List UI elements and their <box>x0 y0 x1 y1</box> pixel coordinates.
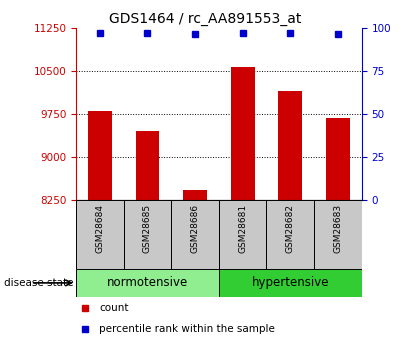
Bar <box>76 200 124 269</box>
Text: GSM28681: GSM28681 <box>238 204 247 253</box>
Bar <box>231 67 254 200</box>
Bar <box>266 200 314 269</box>
Bar <box>76 269 219 297</box>
Text: hypertensive: hypertensive <box>252 276 329 289</box>
Text: GSM28685: GSM28685 <box>143 204 152 253</box>
Bar <box>326 118 350 200</box>
Bar <box>219 269 362 297</box>
Text: percentile rank within the sample: percentile rank within the sample <box>99 324 275 334</box>
Bar <box>278 91 302 200</box>
Text: normotensive: normotensive <box>107 276 188 289</box>
Bar <box>314 200 362 269</box>
Bar <box>124 200 171 269</box>
Bar <box>171 200 219 269</box>
Text: GSM28683: GSM28683 <box>333 204 342 253</box>
Text: GDS1464 / rc_AA891553_at: GDS1464 / rc_AA891553_at <box>109 12 302 26</box>
Bar <box>219 200 266 269</box>
Text: disease state: disease state <box>4 278 74 288</box>
Text: count: count <box>99 303 128 313</box>
Text: GSM28684: GSM28684 <box>95 204 104 253</box>
Text: GSM28686: GSM28686 <box>191 204 200 253</box>
Text: GSM28682: GSM28682 <box>286 204 295 253</box>
Bar <box>88 111 112 200</box>
Bar <box>136 131 159 200</box>
Bar <box>183 190 207 200</box>
